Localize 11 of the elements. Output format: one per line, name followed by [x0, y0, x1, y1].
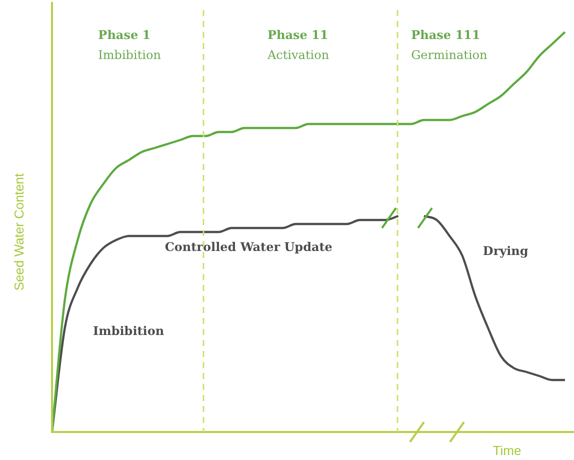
annotation: Phase 111 — [411, 28, 480, 42]
annotation: Controlled Water Update — [164, 240, 333, 254]
annotation: Germination — [411, 48, 488, 62]
annotation: Phase 11 — [267, 28, 328, 42]
annotation: Activation — [266, 48, 330, 62]
x-axis-title: Time — [492, 443, 522, 458]
annotation: Imbibition — [93, 324, 164, 338]
annotation: Phase 1 — [98, 28, 151, 42]
annotation: Imbibition — [98, 48, 162, 62]
y-axis-title: Seed Water Content — [12, 172, 27, 291]
annotation: Drying — [482, 244, 529, 258]
